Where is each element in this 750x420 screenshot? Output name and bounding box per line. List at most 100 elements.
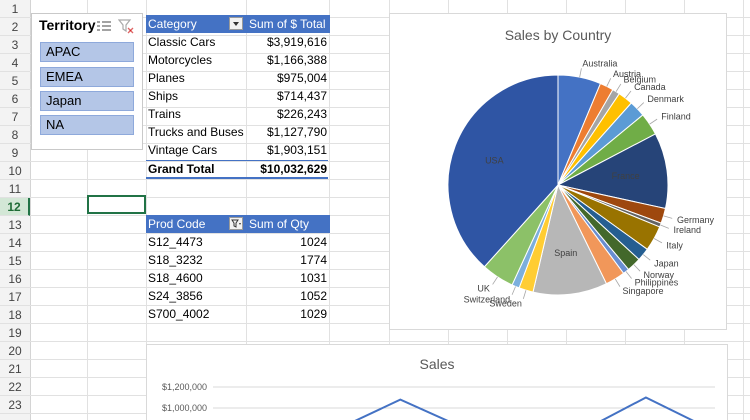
row-gridline [30, 341, 750, 342]
pivot-prod-code-cell[interactable]: S700_4002 [148, 307, 210, 321]
row-header[interactable]: 3 [0, 36, 30, 54]
pivot-category-cell[interactable]: Vintage Cars [148, 143, 218, 157]
y-axis-tick-label: $1,000,000 [162, 403, 207, 413]
pivot-category-cell[interactable]: Motorcycles [148, 53, 213, 67]
row-header[interactable]: 19 [0, 324, 30, 342]
slicer-item-japan[interactable]: Japan [40, 91, 134, 111]
row-header[interactable]: 12 [0, 198, 30, 216]
pivot-total-cell[interactable]: $975,004 [276, 71, 327, 85]
pivot-category-cell[interactable]: Planes [148, 71, 185, 85]
row-header[interactable]: 23 [0, 396, 30, 414]
row-header[interactable]: 15 [0, 252, 30, 270]
row-header[interactable]: 5 [0, 72, 30, 90]
pivot-prod-code-cell[interactable]: S18_3232 [148, 253, 203, 267]
multi-select-icon[interactable] [96, 18, 112, 34]
pie-leader-line [663, 215, 673, 219]
row-header[interactable]: 11 [0, 180, 30, 198]
pie-leader-line [637, 102, 645, 110]
sales-line-series[interactable] [253, 396, 695, 420]
slicer-item-emea[interactable]: EMEA [40, 67, 134, 87]
pie-data-label: Singapore [623, 286, 664, 296]
pie-slice-france[interactable] [556, 133, 669, 210]
pie-leader-line [653, 238, 663, 244]
row-header[interactable]: 4 [0, 54, 30, 72]
pivot-category-cell[interactable]: Trains [148, 107, 181, 121]
row-header[interactable]: 13 [0, 216, 30, 234]
row-header[interactable]: 21 [0, 360, 30, 378]
pivot-total-cell[interactable]: $226,243 [276, 107, 327, 121]
row-header[interactable]: 6 [0, 90, 30, 108]
pivot-prod-code-cell[interactable]: S12_4473 [148, 235, 203, 249]
row-header[interactable]: 18 [0, 306, 30, 324]
pie-data-label: Philippines [635, 277, 679, 287]
pivot-header-category: Category [146, 15, 248, 33]
category-filter-dropdown[interactable] [229, 17, 243, 30]
row-header[interactable]: 22 [0, 378, 30, 396]
pivot-header-prod-code: Prod Code [146, 215, 248, 233]
slicer-item-apac[interactable]: APAC [40, 42, 134, 62]
row-header[interactable]: 16 [0, 270, 30, 288]
pie-leader-line [579, 68, 582, 78]
pivot-qty-cell[interactable]: 1774 [300, 253, 327, 267]
pie-data-label: Canada [634, 82, 666, 92]
grand-total-value: $10,032,629 [260, 162, 327, 176]
pivot-prod-code-cell[interactable]: S18_4600 [148, 271, 203, 285]
pie-leader-line [625, 90, 632, 99]
prod-code-filter-button[interactable] [229, 217, 243, 230]
pivot-total-cell[interactable]: $1,127,790 [266, 125, 327, 139]
row-header[interactable]: 9 [0, 144, 30, 162]
filter-funnel-icon [231, 219, 241, 228]
grand-total-label: Grand Total [148, 162, 215, 176]
territory-slicer[interactable]: Territory APAC EMEA Japan NA [31, 13, 143, 150]
row-header[interactable]: 17 [0, 288, 30, 306]
row-header[interactable]: 7 [0, 108, 30, 126]
pivot-total-cell[interactable]: $1,903,151 [266, 143, 327, 157]
pivot-qty-cell[interactable]: 1024 [300, 235, 327, 249]
pivot-category-cell[interactable]: Classic Cars [148, 35, 216, 49]
pie-data-label: USA [485, 156, 504, 166]
pie-data-label: Norway [644, 270, 675, 280]
row-header[interactable]: 14 [0, 234, 30, 252]
row-header[interactable]: 2 [0, 18, 30, 36]
pie-slice-usa[interactable] [447, 74, 559, 268]
pivot-total-cell[interactable]: $714,437 [276, 89, 327, 103]
pivot-header-category-label: Category [148, 17, 197, 31]
pie-data-label: Austria [613, 69, 641, 79]
column-gridline [146, 0, 147, 420]
pivot-qty-cell[interactable]: 1031 [300, 271, 327, 285]
pie-data-label: Spain [554, 248, 577, 258]
pivot-total-cell[interactable]: $1,166,388 [266, 53, 327, 67]
pie-leader-line [522, 290, 527, 299]
pie-data-label: Sweden [489, 299, 522, 309]
pie-slice-spain[interactable] [532, 183, 608, 296]
pie-chart-sales-by-country[interactable]: Sales by Country Australia Austria Belgium… [389, 13, 727, 330]
pivot-qty-cell[interactable]: 1052 [300, 289, 327, 303]
pivot-category-cell[interactable]: Trucks and Buses [148, 125, 244, 139]
pie-data-label: Germany [677, 215, 715, 225]
pivot-total-cell[interactable]: $3,919,616 [266, 35, 327, 49]
row-header[interactable]: 10 [0, 162, 30, 180]
active-cell-selection[interactable] [87, 195, 146, 214]
pie-leader-line [625, 271, 632, 279]
pivot-category-cell[interactable]: Ships [148, 89, 179, 103]
row-header[interactable]: 1 [0, 0, 30, 18]
pivot-qty-cell[interactable]: 1029 [300, 307, 327, 321]
row-header[interactable]: 20 [0, 342, 30, 360]
pie-leader-line [492, 276, 498, 285]
column-gridline [743, 0, 744, 420]
slicer-item-na[interactable]: NA [40, 115, 134, 135]
row-header[interactable]: 8 [0, 126, 30, 144]
grand-total-top-border [146, 160, 328, 161]
clear-filter-icon[interactable] [118, 18, 134, 34]
pivot-header-sum-total: Sum of $ Total [246, 15, 330, 33]
pie-leader-line [633, 264, 641, 272]
pivot-prod-code-cell[interactable]: S24_3856 [148, 289, 203, 303]
pie-chart-title: Sales by Country [504, 27, 612, 43]
pie-data-label: Italy [666, 240, 683, 250]
pie-leader-line [660, 224, 669, 229]
line-chart-sales[interactable]: Sales $1,200,000$1,000,000$800,000 [146, 344, 728, 420]
grand-total-bottom-border [146, 177, 328, 179]
slicer-title: Territory [39, 17, 96, 33]
column-gridline [329, 0, 330, 420]
